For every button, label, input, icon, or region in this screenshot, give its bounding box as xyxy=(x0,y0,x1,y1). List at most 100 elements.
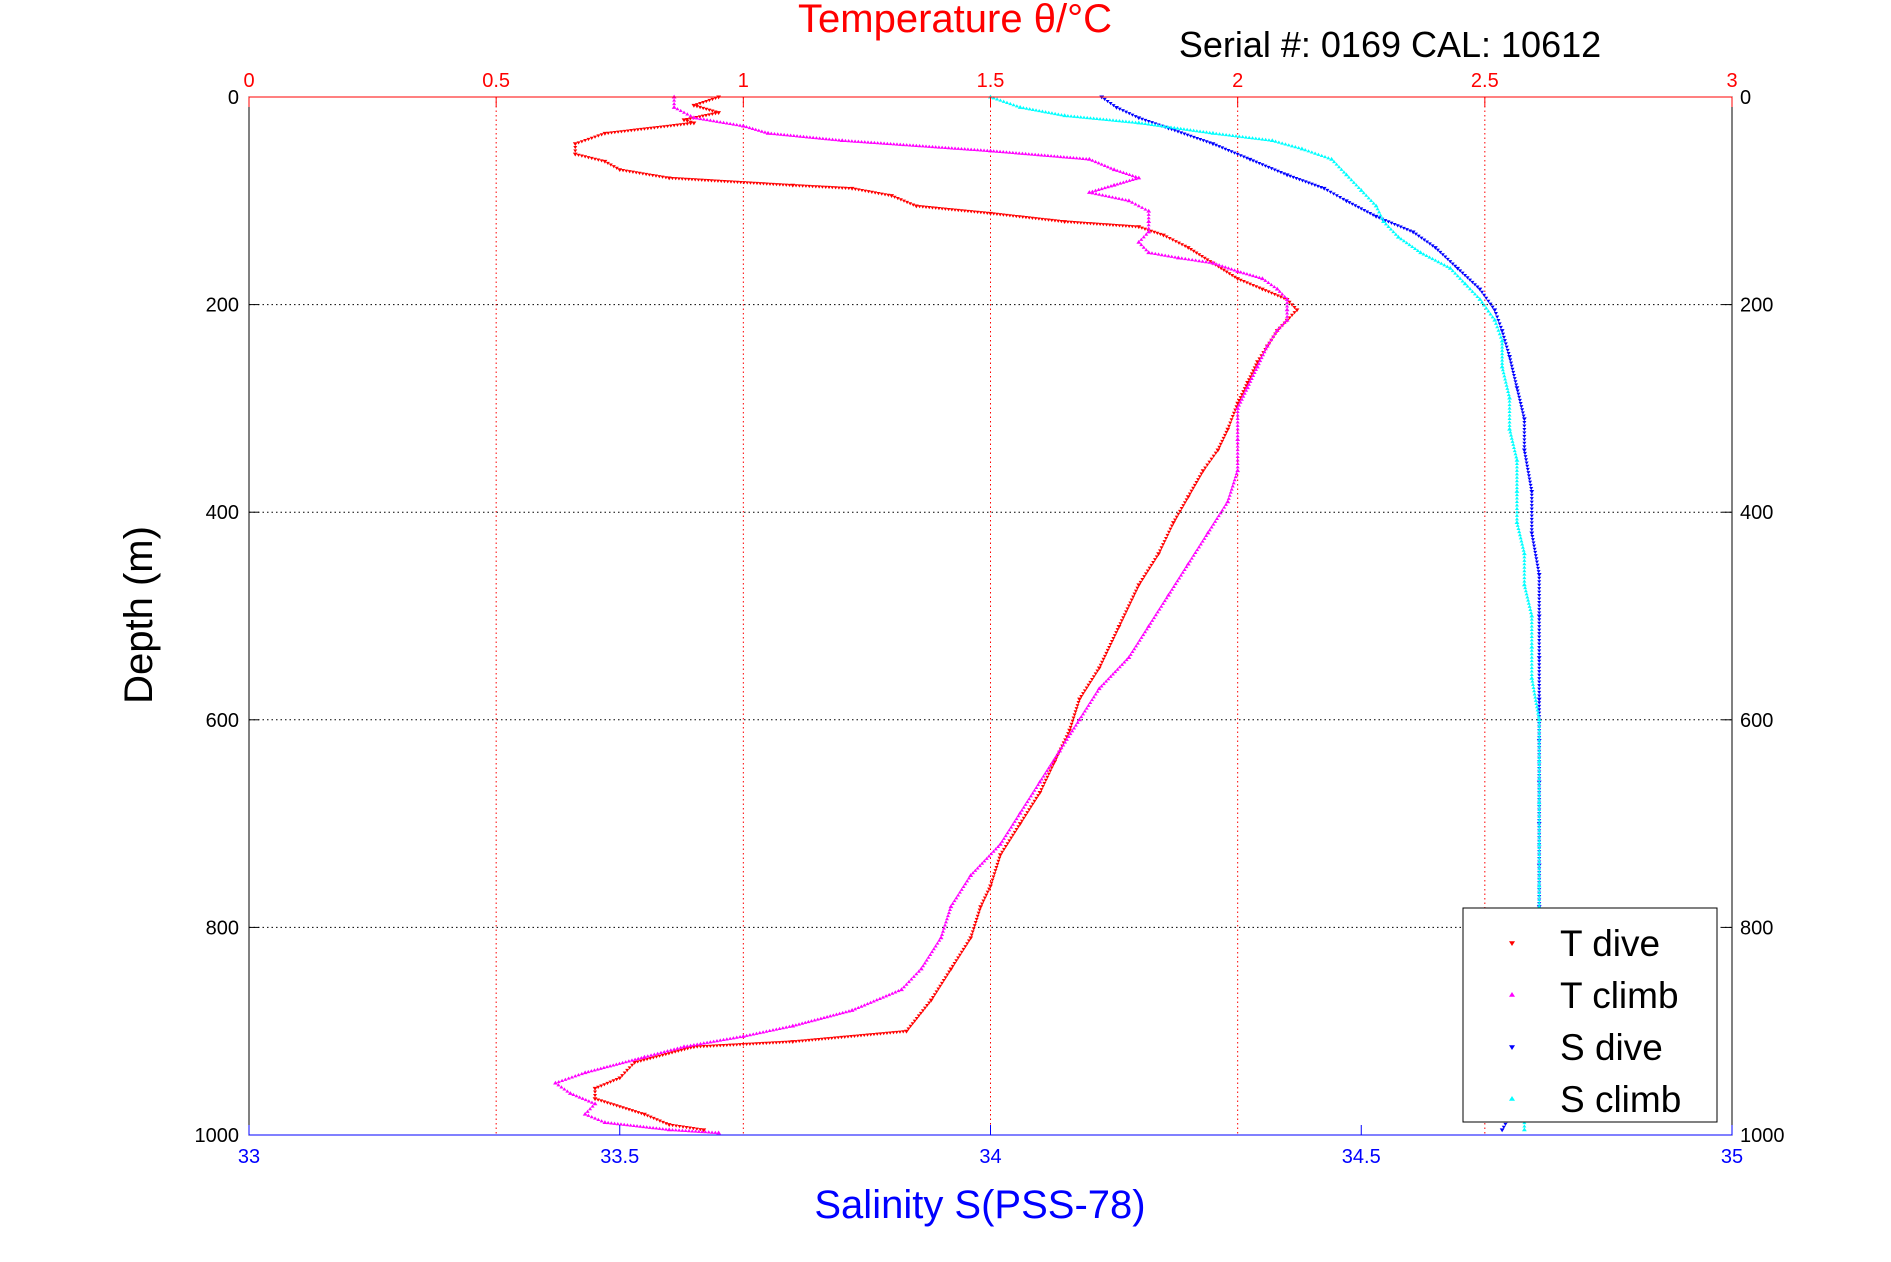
data-point xyxy=(620,1074,625,1078)
data-point xyxy=(1528,483,1533,488)
data-point xyxy=(1407,242,1412,247)
data-point xyxy=(1139,237,1144,241)
data-point xyxy=(1506,352,1511,356)
data-point xyxy=(1529,652,1534,656)
data-point xyxy=(1175,126,1180,130)
data-point xyxy=(1104,651,1109,656)
data-point xyxy=(1235,434,1240,438)
data-point xyxy=(1005,842,1010,846)
data-point xyxy=(1086,683,1091,687)
data-point xyxy=(1232,268,1237,272)
data-point xyxy=(1146,120,1151,124)
data-point xyxy=(1498,335,1503,339)
data-point xyxy=(612,1121,617,1125)
data-point xyxy=(978,905,984,910)
data-point xyxy=(583,1097,588,1102)
data-point xyxy=(1223,265,1228,269)
data-point xyxy=(1165,125,1170,129)
data-point xyxy=(1053,111,1058,116)
data-point xyxy=(1065,155,1070,159)
data-point xyxy=(1364,193,1369,197)
data-point xyxy=(1470,289,1475,293)
data-point xyxy=(1263,347,1268,351)
data-point xyxy=(1052,759,1058,764)
data-point xyxy=(1365,210,1370,214)
data-point xyxy=(696,178,701,182)
data-point xyxy=(933,206,938,210)
data-point xyxy=(1152,558,1157,562)
data-point xyxy=(1155,231,1160,235)
data-point xyxy=(1493,312,1498,316)
data-point xyxy=(694,105,699,109)
data-point xyxy=(563,1077,568,1081)
data-point xyxy=(980,861,985,865)
y-tick-label-left: 800 xyxy=(206,917,239,939)
data-point xyxy=(1410,230,1416,235)
data-point xyxy=(668,1048,673,1052)
data-point xyxy=(1191,128,1196,132)
data-point xyxy=(826,1037,831,1041)
data-point xyxy=(1086,156,1092,161)
data-point xyxy=(1537,793,1542,798)
data-point xyxy=(1012,819,1017,823)
data-point xyxy=(1194,481,1199,485)
data-point xyxy=(704,99,709,104)
data-point xyxy=(1027,808,1032,812)
data-point xyxy=(1522,562,1527,566)
data-point xyxy=(1121,616,1126,620)
data-point xyxy=(820,136,825,140)
data-point xyxy=(680,177,685,181)
data-point xyxy=(1175,255,1181,260)
data-point xyxy=(573,145,578,150)
data-point xyxy=(879,192,884,196)
data-point xyxy=(1271,334,1276,338)
data-point xyxy=(1488,302,1493,306)
data-point xyxy=(1532,544,1537,548)
data-point xyxy=(744,124,749,129)
data-point xyxy=(1522,427,1527,432)
data-point xyxy=(1229,150,1234,154)
data-point xyxy=(994,212,999,216)
data-point xyxy=(1499,1128,1505,1133)
data-point xyxy=(708,1044,713,1048)
data-point xyxy=(1115,667,1120,671)
data-point xyxy=(907,143,912,147)
data-point xyxy=(1191,553,1196,557)
data-point xyxy=(1440,253,1445,257)
data-point xyxy=(938,935,944,940)
data-point xyxy=(1484,306,1489,310)
data-point xyxy=(905,200,910,205)
data-point xyxy=(823,1037,828,1041)
data-point xyxy=(1514,461,1519,465)
data-point xyxy=(1104,117,1109,121)
data-point xyxy=(1165,533,1170,538)
data-point xyxy=(1535,708,1540,712)
data-point xyxy=(910,1022,915,1026)
data-point xyxy=(721,120,726,124)
data-point xyxy=(1448,260,1453,264)
data-point xyxy=(1247,135,1252,139)
data-point xyxy=(1238,278,1243,282)
data-point xyxy=(1369,198,1374,202)
data-point xyxy=(1182,132,1187,136)
data-point xyxy=(673,1128,678,1132)
data-point xyxy=(678,1045,683,1049)
data-point xyxy=(556,1083,561,1087)
data-point xyxy=(1227,493,1232,497)
data-point xyxy=(804,135,809,139)
data-point xyxy=(1373,203,1379,208)
data-point xyxy=(1433,246,1438,250)
data-point xyxy=(972,147,977,152)
data-point xyxy=(1526,601,1531,605)
data-point xyxy=(1118,169,1123,173)
legend-marker xyxy=(1509,1045,1515,1050)
data-point xyxy=(982,148,987,152)
data-point xyxy=(1017,151,1022,155)
data-point xyxy=(1001,847,1006,852)
data-point xyxy=(1028,805,1033,809)
data-point xyxy=(1127,178,1132,182)
data-point xyxy=(1515,389,1520,393)
data-point xyxy=(1049,154,1054,158)
data-point xyxy=(995,97,1000,101)
data-point xyxy=(1082,689,1087,693)
